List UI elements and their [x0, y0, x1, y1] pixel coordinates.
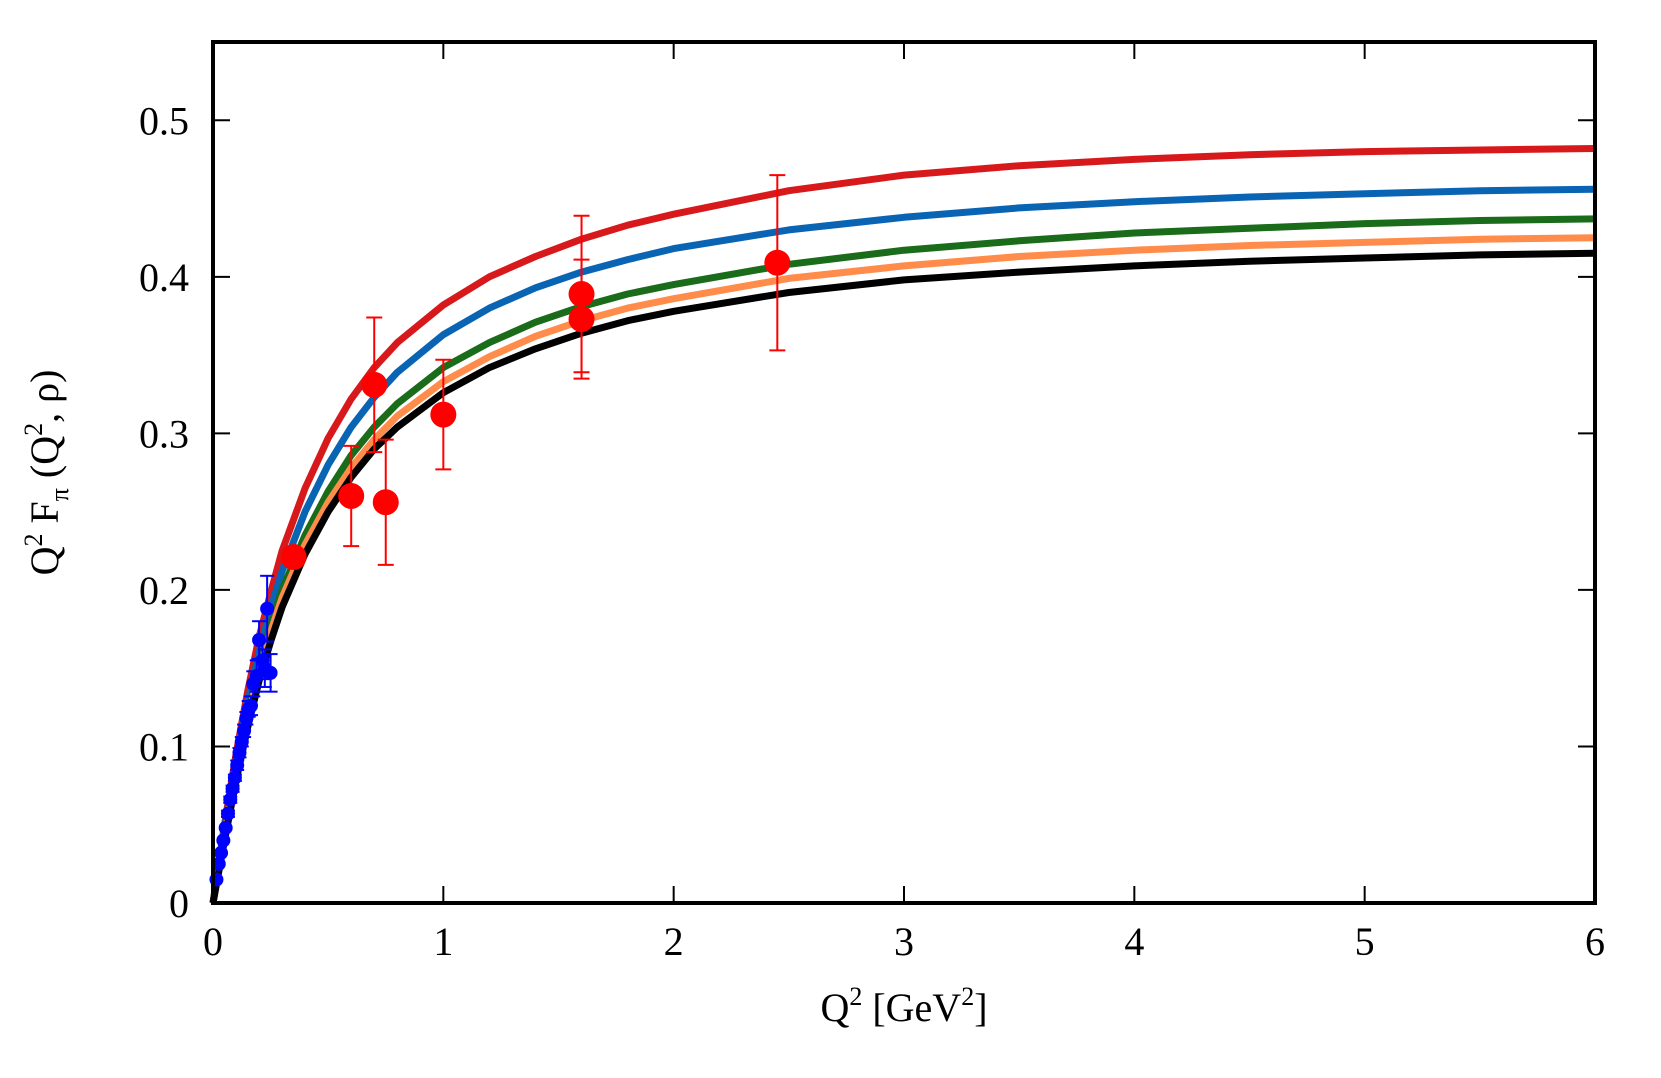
y-tick-label: 0.4	[139, 255, 189, 300]
blue-data-point	[227, 770, 242, 785]
ticks-layer	[212, 42, 1596, 904]
x-tick-label: 3	[894, 919, 914, 964]
blue-data-point	[220, 806, 235, 821]
y-axis-title-q-sup: 2	[19, 534, 48, 547]
blue-data-point	[225, 781, 240, 796]
x-axis-title-unit-sup: 2	[961, 982, 974, 1011]
blue-data-point	[223, 792, 238, 807]
theory-curve-2	[209, 185, 1596, 904]
y-axis-title-arg-sup: 2	[19, 423, 48, 436]
red-data-point	[430, 401, 457, 428]
blue-data-point	[232, 745, 247, 760]
blue-data-point	[234, 734, 249, 749]
x-tick-label: 2	[664, 919, 684, 964]
x-axis-title-base: Q	[820, 985, 849, 1030]
red-data-point	[280, 544, 307, 571]
y-tick-label: 0.2	[139, 568, 189, 613]
blue-data-point	[218, 820, 233, 835]
x-tick-label: 5	[1355, 919, 1375, 964]
x-tick-label: 1	[433, 919, 453, 964]
y-axis-title-f: F	[22, 501, 67, 533]
y-axis-title-f-sub: π	[45, 488, 74, 501]
theory-curve-4	[209, 234, 1596, 904]
theory-curve-1	[209, 145, 1596, 904]
y-axis-title-q: Q	[22, 546, 67, 575]
blue-data-point	[214, 845, 229, 860]
red-data-point	[372, 489, 399, 516]
x-axis-title-unit-open: [GeV	[862, 985, 961, 1030]
y-axis-title-arg-open: (Q	[22, 436, 67, 488]
points-layer	[209, 174, 791, 887]
x-axis-title-unit-close: ]	[974, 985, 987, 1030]
tick-labels-layer: 0 1 2 3 4 5 6 0 0.1 0.2 0.3 0.4 0.5	[139, 98, 1605, 964]
blue-data-point	[260, 601, 275, 616]
blue-data-point	[211, 856, 226, 871]
red-data-point	[764, 249, 791, 276]
y-tick-label: 0	[169, 881, 189, 926]
y-tick-label: 0.5	[139, 98, 189, 143]
blue-data-point	[244, 698, 259, 713]
red-data-point	[338, 482, 365, 509]
x-axis-title: Q2 [GeV2]	[820, 982, 987, 1030]
x-tick-label: 6	[1585, 919, 1605, 964]
plot-frame	[211, 40, 1597, 905]
red-data-point	[361, 371, 388, 398]
blue-data-point	[252, 633, 267, 648]
x-tick-label: 0	[203, 919, 223, 964]
curves-layer	[209, 145, 1596, 904]
blue-data-point	[263, 665, 278, 680]
y-tick-label: 0.3	[139, 411, 189, 456]
y-tick-label: 0.1	[139, 724, 189, 769]
y-axis-title-arg-close: , ρ)	[22, 370, 67, 423]
blue-data-point	[237, 723, 252, 738]
red-data-point	[568, 306, 595, 333]
y-axis-title: Q2 Fπ (Q2, ρ)	[19, 370, 74, 576]
x-tick-label: 4	[1124, 919, 1144, 964]
blue-data-point	[216, 833, 231, 848]
x-axis-title-sup: 2	[849, 982, 862, 1011]
blue-data-point	[230, 758, 245, 773]
